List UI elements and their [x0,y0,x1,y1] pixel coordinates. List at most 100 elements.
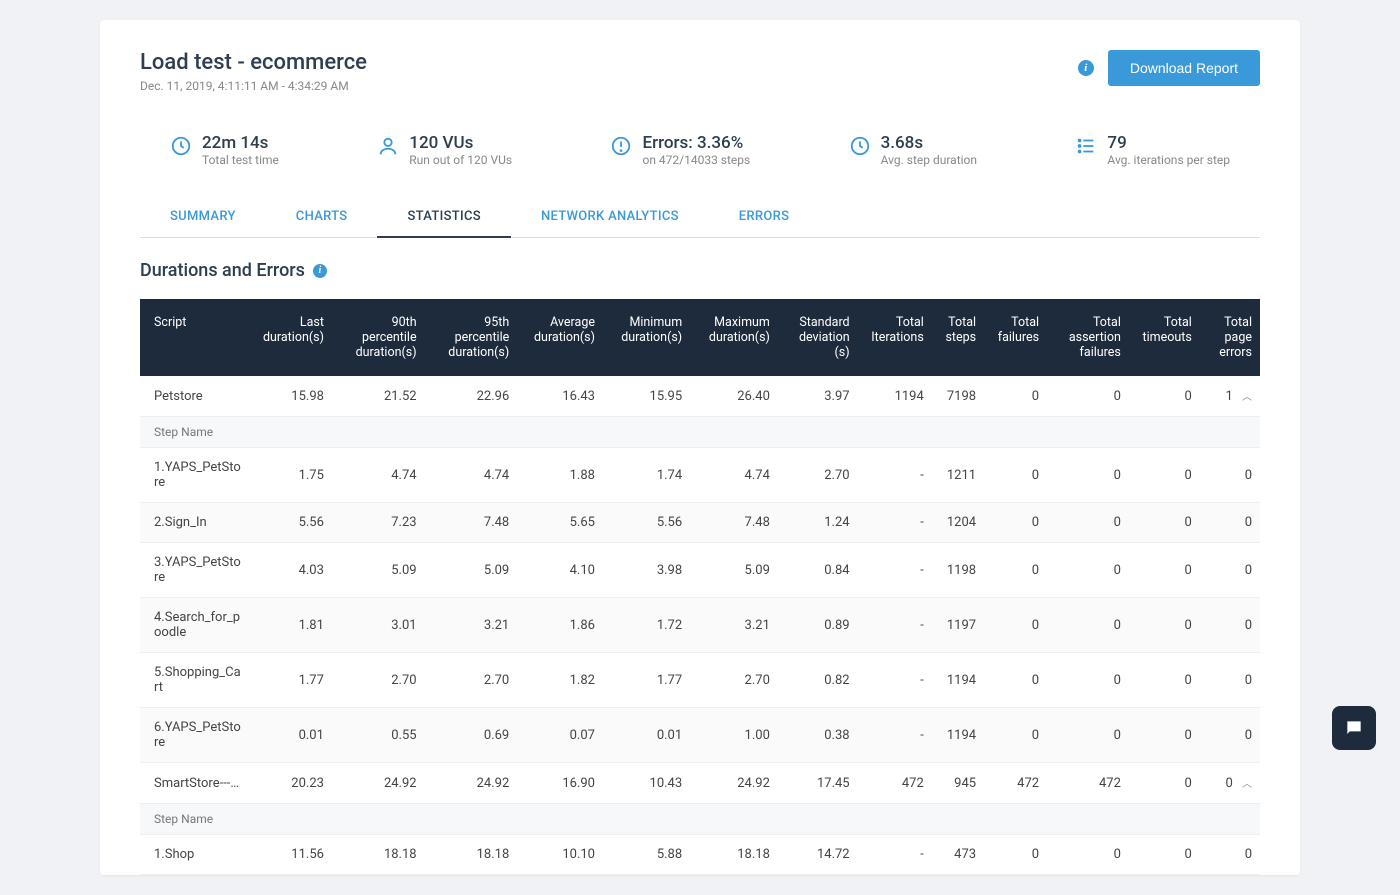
cell: 1211 [932,448,984,503]
cell: 0 [1047,503,1129,543]
column-header[interactable]: Standard deviation (s) [778,299,858,376]
cell: 26.40 [690,376,778,417]
cell: 0 [1129,708,1200,763]
cell: 1194 [932,653,984,708]
cell: 473 [932,835,984,875]
table-group-row[interactable]: SmartStore---…20.2324.9224.9216.9010.432… [140,763,1260,804]
cell: - [858,448,932,503]
cell: 5.65 [517,503,603,543]
script-name: Petstore [140,376,250,417]
metric-value: 120 VUs [409,133,512,153]
chevron-up-icon[interactable]: ︿ [1242,775,1252,790]
cell: 11.56 [250,835,332,875]
cell: 0 [984,708,1047,763]
list-icon [1075,135,1097,161]
step-name: 6.YAPS_PetStore [140,708,250,763]
column-header[interactable]: 90th percentile duration(s) [332,299,425,376]
tab-network-analytics[interactable]: NETWORK ANALYTICS [511,197,709,237]
table-row: 4.Search_for_poodle1.813.013.211.861.723… [140,598,1260,653]
cell: 1197 [932,598,984,653]
metric-label: Total test time [202,153,279,167]
download-report-button[interactable]: Download Report [1108,50,1260,86]
cell: 1194 [858,376,932,417]
tab-statistics[interactable]: STATISTICS [377,197,510,238]
cell: 0 [1047,543,1129,598]
column-header[interactable]: Average duration(s) [517,299,603,376]
cell: 18.18 [690,835,778,875]
chat-button[interactable] [1332,706,1376,750]
metric-label: on 472/14033 steps [642,153,750,167]
column-header[interactable]: Total steps [932,299,984,376]
metric-value: Errors: 3.36% [642,133,750,153]
column-header[interactable]: Total timeouts [1129,299,1200,376]
cell: 7198 [932,376,984,417]
cell: 1.81 [250,598,332,653]
column-header[interactable]: Total page errors [1200,299,1260,376]
cell: 7.48 [690,503,778,543]
metric: 22m 14sTotal test time [170,133,279,167]
cell: 0.89 [778,598,858,653]
step-name: 5.Shopping_Cart [140,653,250,708]
cell: 0.69 [425,708,518,763]
info-icon[interactable]: i [313,264,327,278]
cell: 1 ︿ [1200,376,1260,417]
column-header[interactable]: Script [140,299,250,376]
cell: 0 [1200,543,1260,598]
cell: 5.56 [603,503,690,543]
cell: 1.77 [603,653,690,708]
cell: 0 [1200,835,1260,875]
durations-table: ScriptLast duration(s)90th percentile du… [140,299,1260,875]
column-header[interactable]: 95th percentile duration(s) [425,299,518,376]
column-header[interactable]: Last duration(s) [250,299,332,376]
cell: 4.74 [332,448,425,503]
cell: 21.52 [332,376,425,417]
cell: 4.03 [250,543,332,598]
cell: 1.72 [603,598,690,653]
metric: Errors: 3.36%on 472/14033 steps [610,133,750,167]
cell: 16.90 [517,763,603,804]
chevron-up-icon[interactable]: ︿ [1242,388,1252,403]
step-name: 1.Shop [140,835,250,875]
clock-icon [170,135,192,161]
metric-label: Avg. iterations per step [1107,153,1230,167]
script-name: SmartStore---… [140,763,250,804]
cell: 945 [932,763,984,804]
cell: 3.98 [603,543,690,598]
cell: 3.01 [332,598,425,653]
cell: 3.97 [778,376,858,417]
cell: 1.77 [250,653,332,708]
cell: 14.72 [778,835,858,875]
cell: 0.01 [603,708,690,763]
column-header[interactable]: Maximum duration(s) [690,299,778,376]
tab-bar: SUMMARYCHARTSSTATISTICSNETWORK ANALYTICS… [140,197,1260,238]
cell: 1.74 [603,448,690,503]
column-header[interactable]: Total failures [984,299,1047,376]
tab-summary[interactable]: SUMMARY [140,197,266,237]
metric-value: 3.68s [881,133,977,153]
table-row: 2.Sign_In5.567.237.485.655.567.481.24-12… [140,503,1260,543]
metric: 120 VUsRun out of 120 VUs [377,133,512,167]
column-header[interactable]: Total Iterations [858,299,932,376]
column-header[interactable]: Minimum duration(s) [603,299,690,376]
tab-errors[interactable]: ERRORS [709,197,820,237]
cell: 472 [858,763,932,804]
table-row: 5.Shopping_Cart1.772.702.701.821.772.700… [140,653,1260,708]
cell: - [858,543,932,598]
cell: 16.43 [517,376,603,417]
cell: 15.98 [250,376,332,417]
cell: 5.56 [250,503,332,543]
metric: 79Avg. iterations per step [1075,133,1230,167]
info-icon[interactable]: i [1078,60,1094,76]
table-row: 6.YAPS_PetStore0.010.550.690.070.011.000… [140,708,1260,763]
cell: 4.74 [425,448,518,503]
cell: 18.18 [332,835,425,875]
cell: 5.09 [332,543,425,598]
clock-icon [849,135,871,161]
step-name: 3.YAPS_PetStore [140,543,250,598]
cell: 1194 [932,708,984,763]
cell: 0 [1129,598,1200,653]
table-group-row[interactable]: Petstore15.9821.5222.9616.4315.9526.403.… [140,376,1260,417]
tab-charts[interactable]: CHARTS [266,197,378,237]
column-header[interactable]: Total assertion failures [1047,299,1129,376]
table-row: 1.Shop11.5618.1818.1810.105.8818.1814.72… [140,835,1260,875]
